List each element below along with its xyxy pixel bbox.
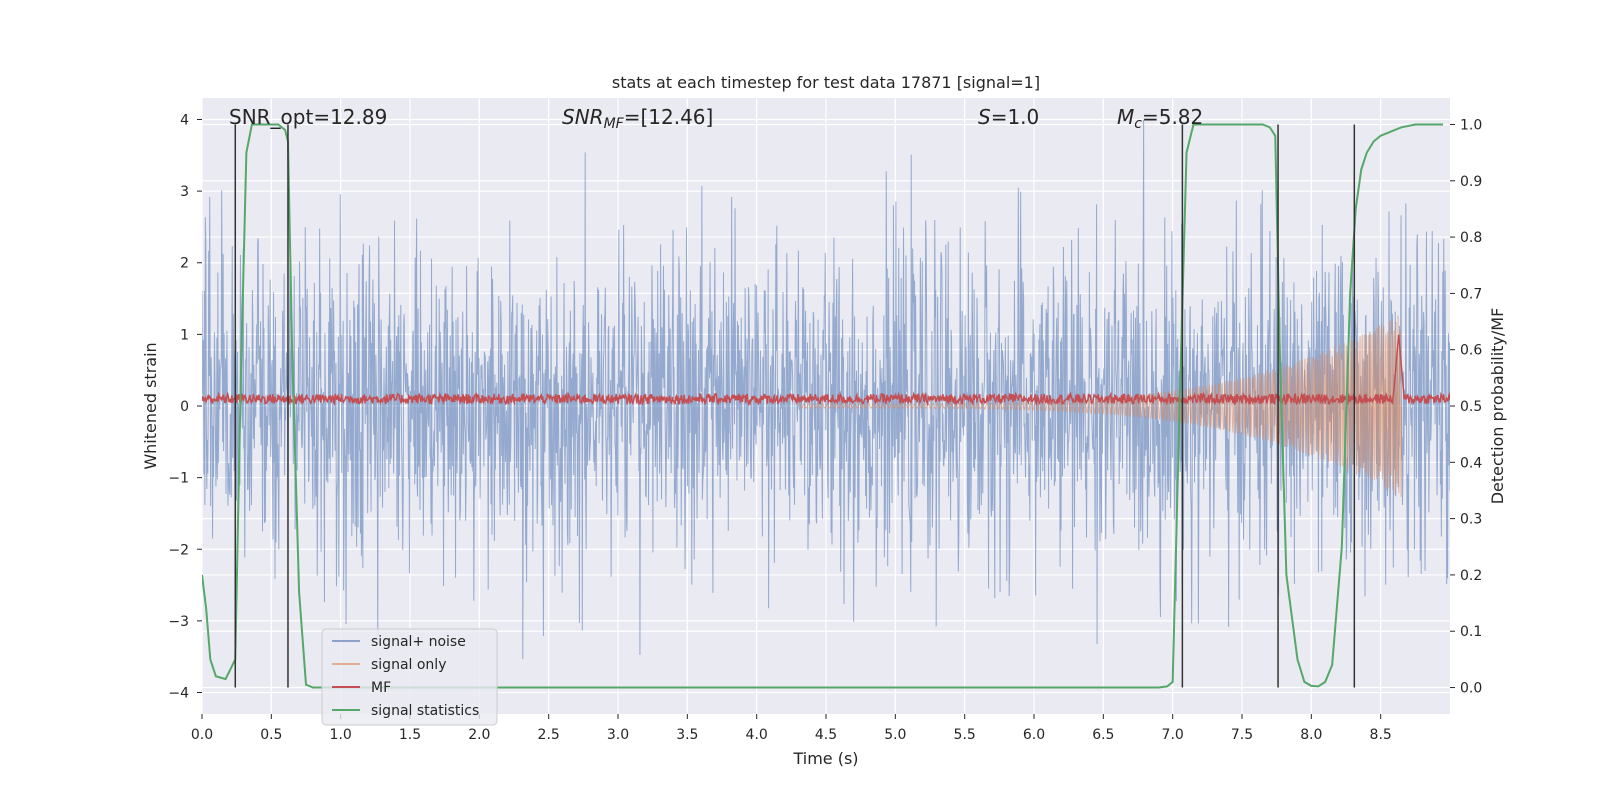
legend-label-signal-noise: signal+ noise bbox=[371, 634, 466, 650]
annotation-s-base: S bbox=[978, 105, 991, 129]
x-tick-label-17: 8.5 bbox=[1370, 727, 1392, 743]
annotation-snr-mf-base: SNR bbox=[562, 105, 604, 129]
y-tick-label-7: 3 bbox=[180, 184, 189, 200]
y2-tick-label-1: 0.1 bbox=[1460, 624, 1482, 640]
y-tick-label-1: −3 bbox=[168, 614, 189, 630]
vertical-lines bbox=[234, 124, 1356, 688]
annotation-snr-mf-sub: MF bbox=[604, 116, 625, 132]
y2-tick-label-5: 0.5 bbox=[1460, 399, 1482, 415]
y-tick-label-4: 0 bbox=[180, 399, 189, 415]
y2-tick-label-10: 1.0 bbox=[1460, 117, 1482, 133]
annotation-s: S=1.0 bbox=[978, 105, 1039, 129]
y2-axis-label: Detection probability/MF bbox=[1488, 308, 1507, 505]
x-tick-label-15: 7.5 bbox=[1231, 727, 1253, 743]
annotation-snr-opt: SNR_opt=12.89 bbox=[229, 105, 387, 129]
ticks: 0.0 0.5 1.0 1.5 2.0 2.5 3.0 3.5 4.0 4.5 5.0 5.5 6.0 6… bbox=[168, 112, 1482, 743]
y2-tick-label-8: 0.8 bbox=[1460, 230, 1482, 246]
annotation-mc-sub: c bbox=[1134, 116, 1142, 132]
y-tick-label-0: −4 bbox=[168, 686, 189, 702]
series-layer bbox=[202, 119, 1450, 689]
x-tick-label-0: 0.0 bbox=[191, 727, 213, 743]
legend-label-signal-statistics: signal statistics bbox=[371, 703, 479, 719]
y-axis-label: Whitened strain bbox=[141, 342, 160, 469]
x-tick-label-10: 5.0 bbox=[884, 727, 906, 743]
x-tick-label-6: 3.0 bbox=[607, 727, 629, 743]
y2-tick-label-9: 0.9 bbox=[1460, 174, 1482, 190]
x-tick-label-12: 6.0 bbox=[1023, 727, 1045, 743]
series-signal-only bbox=[797, 315, 1402, 497]
annotation-mc: Mc=5.82 bbox=[1117, 105, 1203, 132]
x-tick-label-1: 0.5 bbox=[260, 727, 282, 743]
y2-tick-label-4: 0.4 bbox=[1460, 455, 1482, 471]
x-axis-label: Time (s) bbox=[792, 749, 858, 768]
x-tick-label-8: 4.0 bbox=[746, 727, 768, 743]
annotation-snr-mf: SNRMF=[12.46] bbox=[562, 105, 713, 132]
x-tick-label-2: 1.0 bbox=[330, 727, 352, 743]
y-tick-label-5: 1 bbox=[180, 327, 189, 343]
y-tick-label-8: 4 bbox=[180, 112, 189, 128]
x-tick-label-16: 8.0 bbox=[1300, 727, 1322, 743]
annotation-snr-mf-tail: =[12.46] bbox=[624, 105, 714, 129]
x-tick-label-14: 7.0 bbox=[1162, 727, 1184, 743]
y-tick-label-3: −1 bbox=[168, 471, 189, 487]
legend: signal+ noise signal only MF signal stat… bbox=[321, 628, 498, 726]
x-tick-label-4: 2.0 bbox=[468, 727, 490, 743]
series-signal-statistics bbox=[202, 123, 1444, 689]
x-tick-label-13: 6.5 bbox=[1092, 727, 1114, 743]
x-tick-label-5: 2.5 bbox=[538, 727, 560, 743]
annotation-mc-base: M bbox=[1117, 105, 1134, 129]
legend-box bbox=[321, 628, 498, 726]
x-tick-label-7: 3.5 bbox=[676, 727, 698, 743]
series-mf bbox=[202, 334, 1450, 407]
legend-label-mf: MF bbox=[371, 680, 391, 696]
y-tick-label-6: 2 bbox=[180, 256, 189, 272]
y2-tick-label-0: 0.0 bbox=[1460, 681, 1482, 697]
annotation-mc-tail: =5.82 bbox=[1142, 105, 1203, 129]
x-tick-label-3: 1.5 bbox=[399, 727, 421, 743]
x-tick-label-11: 5.5 bbox=[954, 727, 976, 743]
x-tick-label-9: 4.5 bbox=[815, 727, 837, 743]
y2-tick-label-2: 0.2 bbox=[1460, 568, 1482, 584]
chart-title: stats at each timestep for test data 178… bbox=[612, 73, 1040, 92]
legend-label-signal-only: signal only bbox=[371, 657, 446, 673]
y2-tick-label-6: 0.6 bbox=[1460, 343, 1482, 359]
series-signal-noise bbox=[202, 119, 1450, 660]
y2-tick-label-7: 0.7 bbox=[1460, 286, 1482, 302]
y-tick-label-2: −2 bbox=[168, 542, 189, 558]
annotation-s-tail: =1.0 bbox=[991, 105, 1040, 129]
y2-tick-label-3: 0.3 bbox=[1460, 512, 1482, 528]
